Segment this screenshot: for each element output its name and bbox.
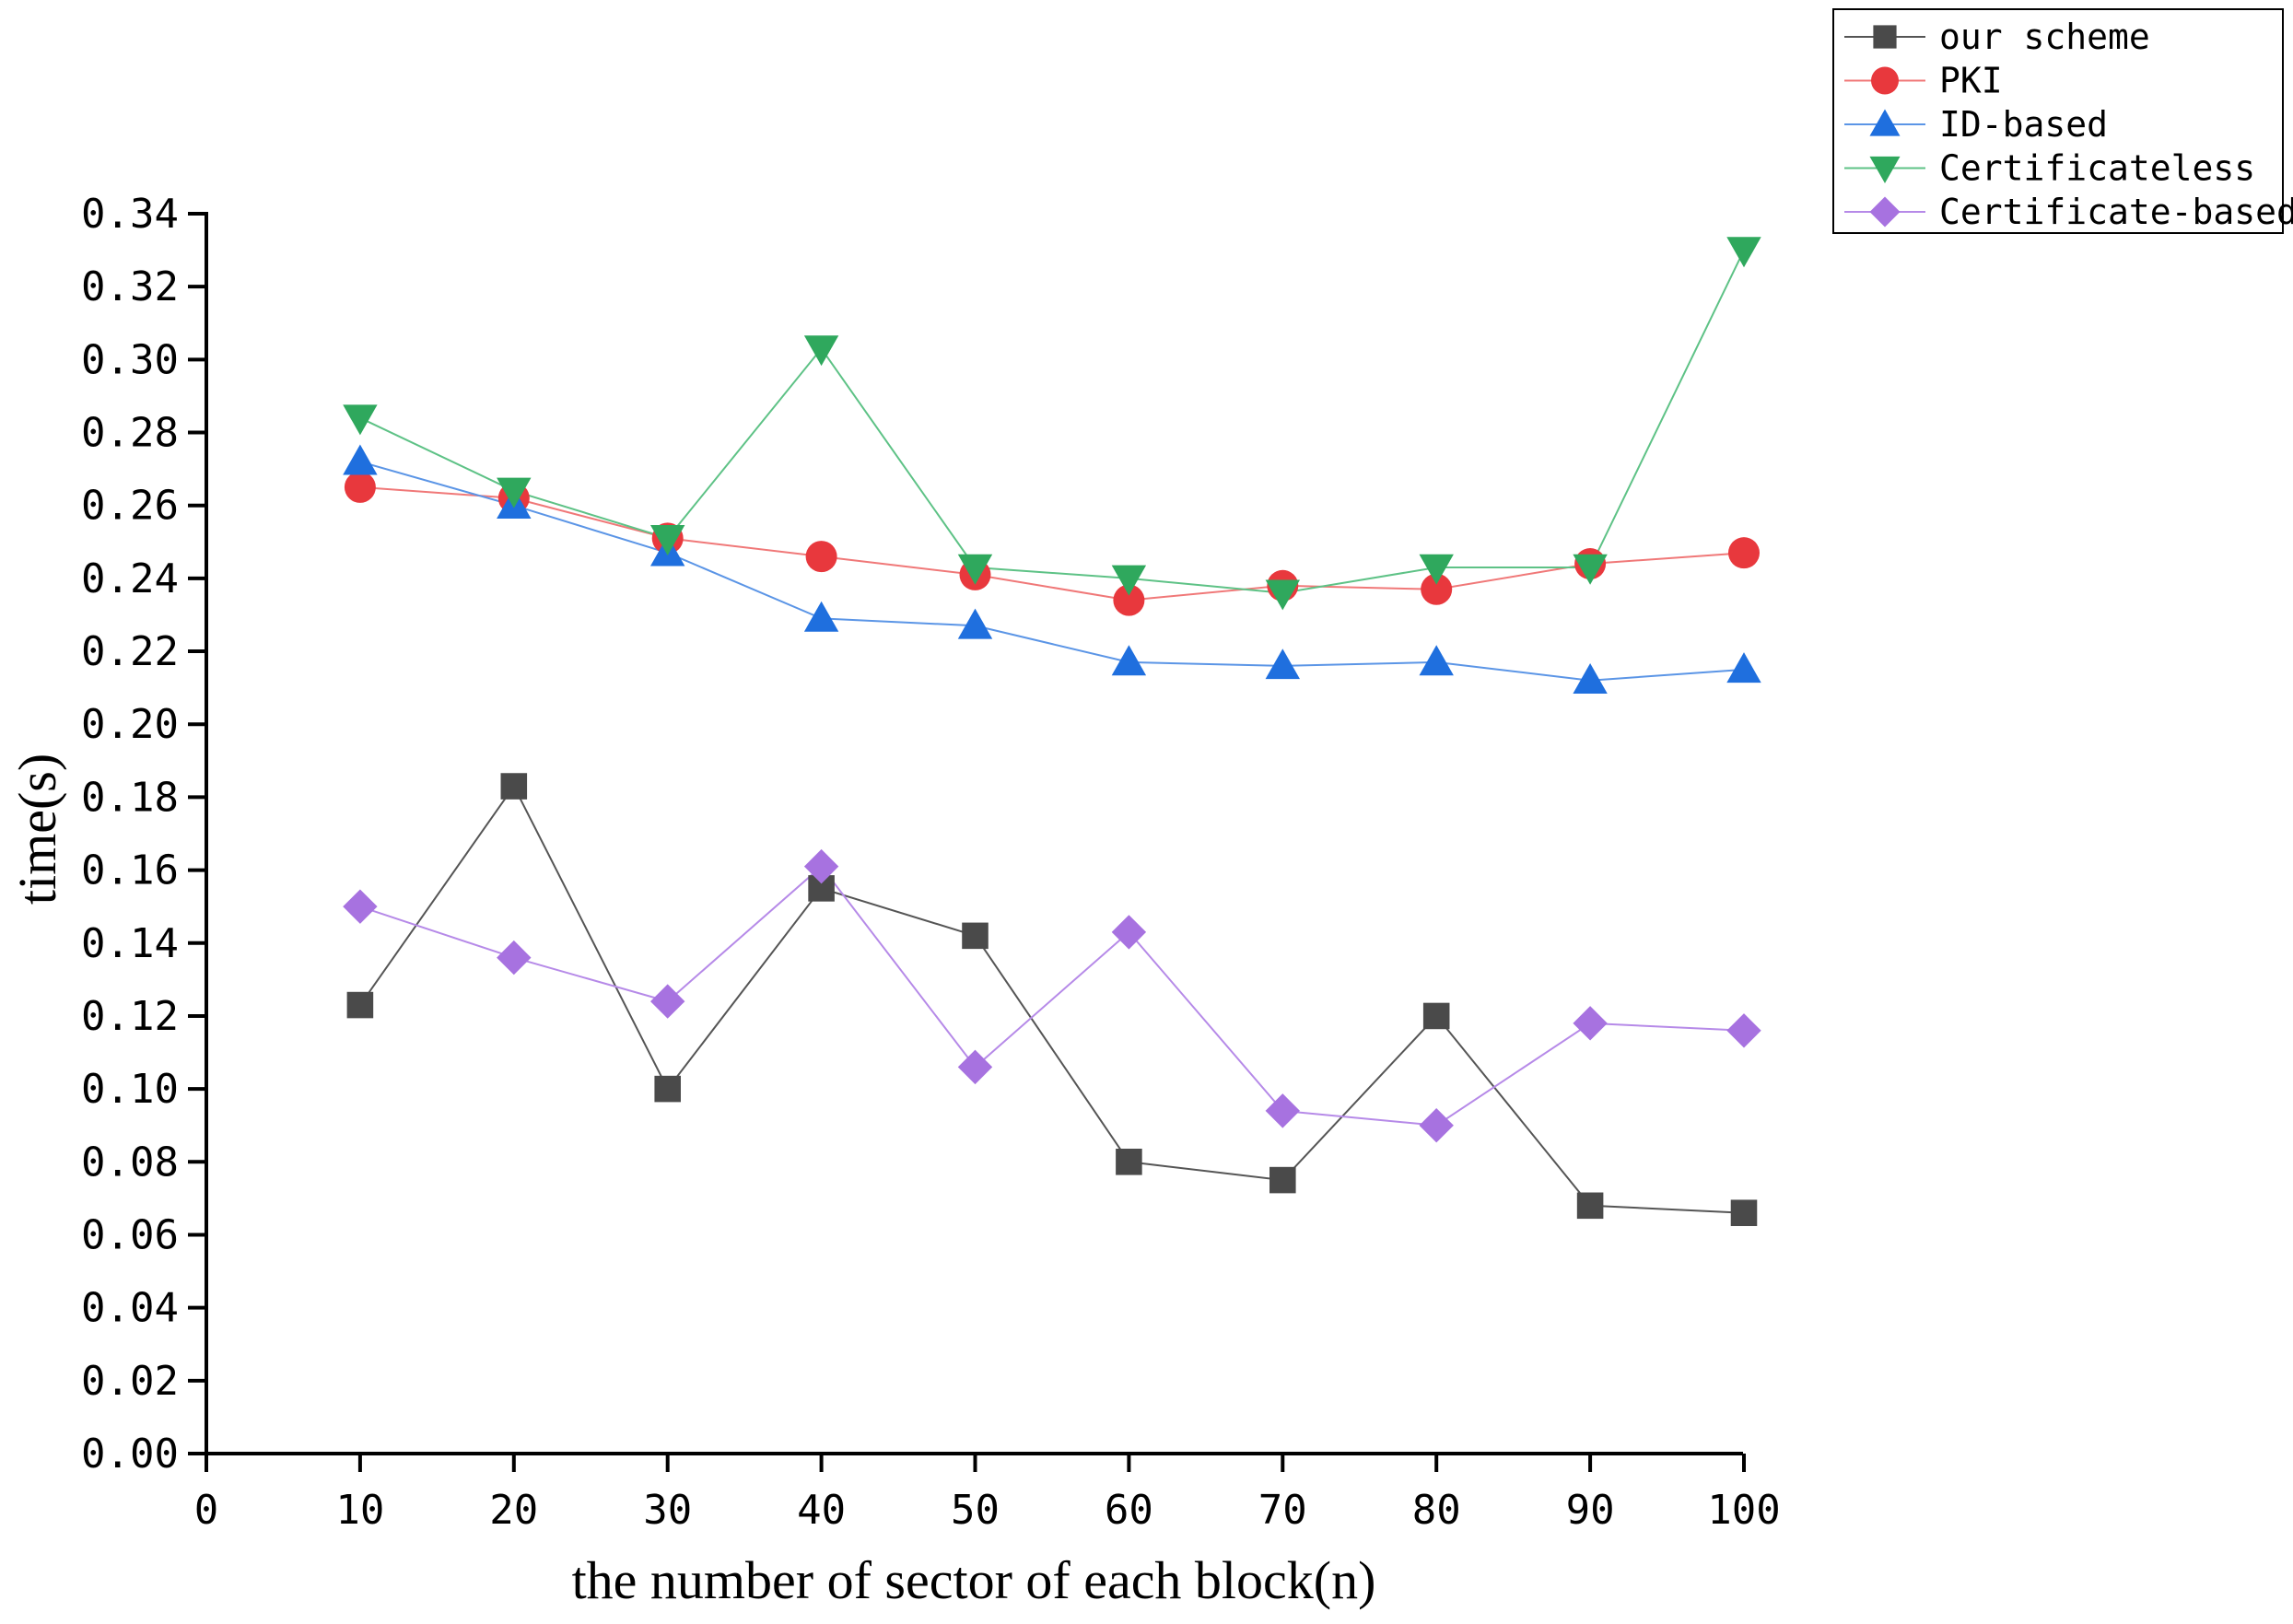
x-tick-label: 30 <box>643 1487 692 1534</box>
data-point-4-6 <box>1265 1093 1300 1128</box>
axis-titles: the number of sector of each block(n) ti… <box>7 754 1375 1610</box>
data-point-3-2 <box>650 525 685 556</box>
series-line-2 <box>359 461 1745 682</box>
data-point-4-3 <box>803 848 839 884</box>
data-point-3-0 <box>343 404 378 436</box>
x-tick-label: 0 <box>194 1487 219 1534</box>
series-line-3 <box>359 250 1745 594</box>
y-tick-label: 0.04 <box>81 1285 179 1332</box>
data-point-3-7 <box>1419 554 1454 585</box>
data-point-0-8 <box>1576 1192 1604 1220</box>
data-point-4-2 <box>650 984 685 1019</box>
series-line-1 <box>359 485 1745 602</box>
data-point-3-4 <box>957 554 993 585</box>
legend-label: Certificateless <box>1939 148 2255 189</box>
data-point-3-3 <box>803 335 839 367</box>
data-point-2-6 <box>1265 648 1300 680</box>
data-point-4-0 <box>343 889 378 924</box>
y-tick-label: 0.16 <box>81 847 179 894</box>
y-tick-label: 0.26 <box>81 483 179 530</box>
y-tick-label: 0.34 <box>81 191 179 238</box>
axes: 0.00 0.02 0.04 0.06 0.08 0.10 0.12 0.14 0.16 0.18… <box>81 191 1781 1534</box>
x-tick-label: 70 <box>1258 1487 1307 1534</box>
data-point-0-0 <box>346 991 374 1019</box>
y-tick-label: 0.18 <box>81 774 179 821</box>
data-point-4-8 <box>1573 1006 1608 1041</box>
x-tick-label: 20 <box>489 1487 538 1534</box>
data-point-4-9 <box>1726 1013 1761 1048</box>
data-point-2-9 <box>1726 652 1761 683</box>
x-tick-label: 60 <box>1105 1487 1153 1534</box>
data-point-0-9 <box>1730 1199 1758 1226</box>
y-axis-title: time(s) <box>7 754 67 905</box>
series-lines <box>359 250 1745 1214</box>
data-point-0-1 <box>500 773 528 800</box>
legend-box <box>1832 8 2284 234</box>
legend-marker <box>1873 25 1897 49</box>
x-tick-label: 50 <box>951 1487 1000 1534</box>
data-point-2-5 <box>1111 645 1147 676</box>
data-point-1-7 <box>1421 573 1453 605</box>
y-tick-label: 0.22 <box>81 628 179 675</box>
data-point-2-7 <box>1419 645 1454 676</box>
data-point-2-0 <box>343 444 378 475</box>
data-point-3-5 <box>1111 565 1147 596</box>
y-tick-label: 0.32 <box>81 263 179 310</box>
data-point-4-4 <box>957 1049 993 1085</box>
data-point-0-4 <box>962 922 989 950</box>
legend-marker <box>1869 109 1901 136</box>
x-tick-label: 80 <box>1412 1487 1461 1534</box>
data-point-2-8 <box>1573 663 1608 695</box>
data-point-2-4 <box>957 608 993 639</box>
x-tick-label: 100 <box>1707 1487 1780 1534</box>
x-tick-label: 10 <box>335 1487 384 1534</box>
x-tick-label: 90 <box>1566 1487 1615 1534</box>
data-point-1-3 <box>805 541 837 573</box>
y-tick-label: 0.00 <box>81 1431 179 1478</box>
data-point-0-5 <box>1116 1149 1142 1175</box>
legend-label: PKI <box>1939 61 2003 101</box>
data-point-4-1 <box>497 940 532 976</box>
y-tick-label: 0.10 <box>81 1066 179 1113</box>
y-tick-label: 0.08 <box>81 1139 179 1186</box>
data-point-1-9 <box>1728 537 1760 569</box>
y-tick-label: 0.06 <box>81 1211 179 1258</box>
legend-label: our scheme <box>1939 17 2150 57</box>
x-tick-label: 40 <box>797 1487 846 1534</box>
data-point-4-5 <box>1111 915 1147 950</box>
legend-label: Certificate-based <box>1939 192 2293 232</box>
y-tick-label: 0.24 <box>81 555 179 602</box>
y-tick-label: 0.02 <box>81 1358 179 1405</box>
y-tick-label: 0.20 <box>81 701 179 748</box>
legend: our schemePKIID-basedCertificatelessCert… <box>1832 8 2293 234</box>
y-tick-label: 0.28 <box>81 410 179 457</box>
data-point-4-7 <box>1419 1108 1454 1143</box>
data-point-3-6 <box>1265 579 1300 611</box>
y-tick-label: 0.30 <box>81 336 179 383</box>
legend-label: ID-based <box>1939 104 2108 145</box>
data-point-0-6 <box>1269 1166 1296 1194</box>
data-point-0-7 <box>1422 1002 1450 1030</box>
series-markers <box>343 237 1761 1226</box>
data-point-2-3 <box>803 601 839 632</box>
data-point-3-1 <box>497 477 532 508</box>
x-axis-title: the number of sector of each block(n) <box>572 1550 1376 1610</box>
data-point-3-8 <box>1573 554 1608 585</box>
data-point-3-9 <box>1726 237 1761 268</box>
series-line-0 <box>359 784 1745 1214</box>
data-point-1-0 <box>344 471 376 503</box>
legend-marker <box>1871 66 1899 95</box>
y-tick-label: 0.12 <box>81 993 179 1040</box>
data-point-0-2 <box>654 1075 681 1103</box>
legend-marker <box>1869 196 1901 228</box>
series-line-4 <box>359 865 1745 1127</box>
legend-marker <box>1869 156 1901 183</box>
y-tick-label: 0.14 <box>81 920 179 967</box>
data-point-1-5 <box>1113 584 1145 616</box>
